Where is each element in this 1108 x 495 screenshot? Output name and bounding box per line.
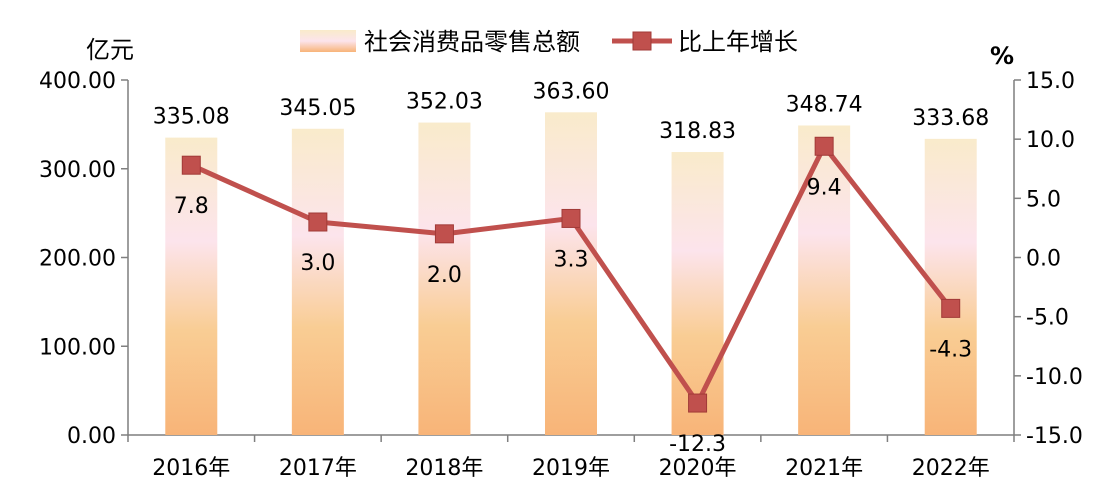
growth-point xyxy=(434,224,454,244)
bar xyxy=(291,128,344,435)
growth-value-label: -12.3 xyxy=(669,432,726,457)
legend-swatch-bar xyxy=(300,30,356,52)
growth-point xyxy=(308,212,328,232)
x-tick-label: 2017年 xyxy=(279,456,357,481)
left-tick-label: 100.00 xyxy=(39,335,116,360)
right-axis-unit: % xyxy=(990,42,1014,70)
x-tick-label: 2018年 xyxy=(405,456,483,481)
x-axis-ticks: 2016年 2017年 2018年 2019年 2020年 2021年 2022年 xyxy=(127,435,1015,481)
legend-marker-line xyxy=(632,31,652,51)
x-tick-label: 2019年 xyxy=(532,456,610,481)
bar-series xyxy=(165,112,977,436)
left-tick-label: 400.00 xyxy=(39,69,116,94)
left-axis-ticks: 0.00 100.00 200.00 300.00 400.00 xyxy=(39,69,128,449)
x-tick-label: 2020年 xyxy=(659,456,737,481)
x-tick-label: 2022年 xyxy=(912,456,990,481)
bar xyxy=(671,152,724,435)
bar xyxy=(418,122,471,436)
right-tick-label: 0.0 xyxy=(1026,247,1061,272)
bar-data-labels: 335.08 345.05 352.03 363.60 318.83 348.74 333.… xyxy=(153,79,989,144)
growth-point xyxy=(181,155,201,175)
legend: 社会消费品零售总额 比上年增长 xyxy=(300,28,798,56)
right-tick-label: 15.0 xyxy=(1026,69,1075,94)
legend-label-bar: 社会消费品零售总额 xyxy=(364,28,580,56)
bar xyxy=(165,137,218,435)
growth-value-label: 9.4 xyxy=(807,175,842,200)
left-axis-unit: 亿元 xyxy=(86,36,134,64)
right-tick-label: -15.0 xyxy=(1026,424,1083,449)
growth-point xyxy=(941,298,961,318)
bar-value-label: 333.68 xyxy=(912,106,989,131)
growth-value-label: 3.3 xyxy=(554,247,589,272)
bar-value-label: 363.60 xyxy=(533,79,610,104)
x-tick-label: 2021年 xyxy=(785,456,863,481)
growth-value-label: 7.8 xyxy=(174,194,209,219)
right-tick-label: 10.0 xyxy=(1026,128,1075,153)
line-series xyxy=(181,136,961,413)
left-tick-label: 300.00 xyxy=(39,158,116,183)
right-tick-label: -10.0 xyxy=(1026,365,1083,390)
growth-point xyxy=(688,393,708,413)
line-data-labels: 7.8 3.0 2.0 3.3 -12.3 9.4 -4.3 xyxy=(174,175,972,457)
growth-point xyxy=(814,136,834,156)
growth-value-label: 2.0 xyxy=(427,263,462,288)
growth-value-label: -4.3 xyxy=(929,337,972,362)
bar-value-label: 318.83 xyxy=(659,119,736,144)
left-tick-label: 0.00 xyxy=(67,424,116,449)
x-tick-label: 2016年 xyxy=(152,456,230,481)
bar-value-label: 352.03 xyxy=(406,90,483,115)
growth-point xyxy=(561,208,581,228)
right-tick-label: 5.0 xyxy=(1026,187,1061,212)
legend-label-line: 比上年增长 xyxy=(678,28,798,56)
bar-value-label: 348.74 xyxy=(786,92,863,117)
right-tick-label: -5.0 xyxy=(1026,306,1069,331)
right-axis-ticks: -15.0 -10.0 -5.0 0.0 5.0 10.0 15.0 xyxy=(1014,69,1083,449)
bar xyxy=(545,112,597,436)
bar-value-label: 335.08 xyxy=(153,105,230,130)
left-tick-label: 200.00 xyxy=(39,247,116,272)
bar-value-label: 345.05 xyxy=(279,96,356,121)
growth-value-label: 3.0 xyxy=(300,251,335,276)
